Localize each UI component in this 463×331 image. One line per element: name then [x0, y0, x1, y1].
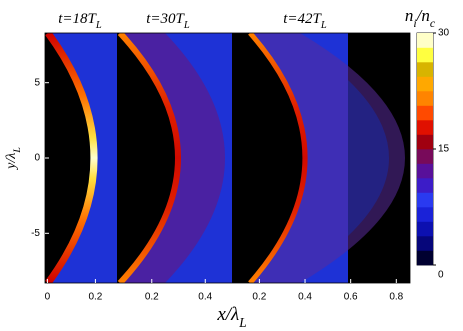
subscript: L — [12, 147, 23, 153]
colorbar-swatch — [417, 236, 433, 251]
subscript: L — [320, 20, 327, 31]
text-part: t=30T — [146, 11, 185, 27]
panel-title: t=42TL — [283, 11, 327, 30]
colorbar-tick-label: 15 — [438, 144, 450, 155]
subscript: L — [238, 315, 246, 330]
subscript: L — [183, 20, 190, 31]
y-tick-label: 5 — [34, 77, 40, 88]
colorbar-swatch — [417, 178, 433, 193]
text-part: x/λ — [216, 304, 239, 325]
x-tick-label: 0.6 — [344, 292, 358, 303]
colorbar-swatch — [417, 33, 433, 48]
subscript: L — [95, 20, 102, 31]
colorbar-swatch — [417, 91, 433, 106]
x-tick-label: 0.2 — [88, 292, 102, 303]
colorbar-swatch — [417, 207, 433, 222]
colorbar-swatch — [417, 47, 433, 63]
text-part: n — [405, 6, 414, 25]
density-map — [45, 33, 117, 283]
colorbar-swatch — [417, 163, 433, 179]
colorbar-label: ni/nc — [405, 6, 436, 30]
density-map — [117, 33, 232, 283]
colorbar-swatch — [417, 120, 433, 135]
x-tick-label: 0 — [45, 292, 51, 303]
colorbar-swatch — [417, 76, 433, 92]
colorbar-swatch — [417, 192, 433, 208]
text-part: y/λ — [4, 153, 19, 171]
colorbar-swatch — [417, 250, 433, 266]
text-part: /n — [416, 6, 430, 25]
x-tick-label: 0.2 — [252, 292, 266, 303]
text-part: t=42T — [283, 11, 322, 27]
y-tick-label: -5 — [31, 228, 40, 239]
panel-title: t=18TL — [58, 11, 102, 30]
colorbar-swatch — [417, 62, 433, 77]
colorbar-tick-label: 0 — [438, 270, 444, 281]
x-tick-label: 0.2 — [145, 292, 159, 303]
colorbar-swatch — [417, 134, 433, 150]
colorbar-swatch — [417, 149, 433, 164]
panel-title: t=30TL — [146, 11, 190, 30]
x-axis-label: x/λL — [216, 304, 246, 329]
x-tick-label: 0.4 — [298, 292, 312, 303]
y-tick-label: 0 — [34, 153, 40, 164]
subscript: c — [430, 16, 436, 30]
density-map — [232, 33, 410, 283]
colorbar-tick-label: 30 — [438, 28, 450, 39]
x-tick-label: 0.4 — [198, 292, 212, 303]
x-tick-label: 0.8 — [389, 292, 403, 303]
colorbar-swatch — [417, 105, 433, 121]
y-axis-label: y/λL — [4, 147, 23, 171]
text-part: t=18T — [58, 11, 97, 27]
colorbar-swatch — [417, 221, 433, 237]
subscript: i — [413, 16, 416, 30]
